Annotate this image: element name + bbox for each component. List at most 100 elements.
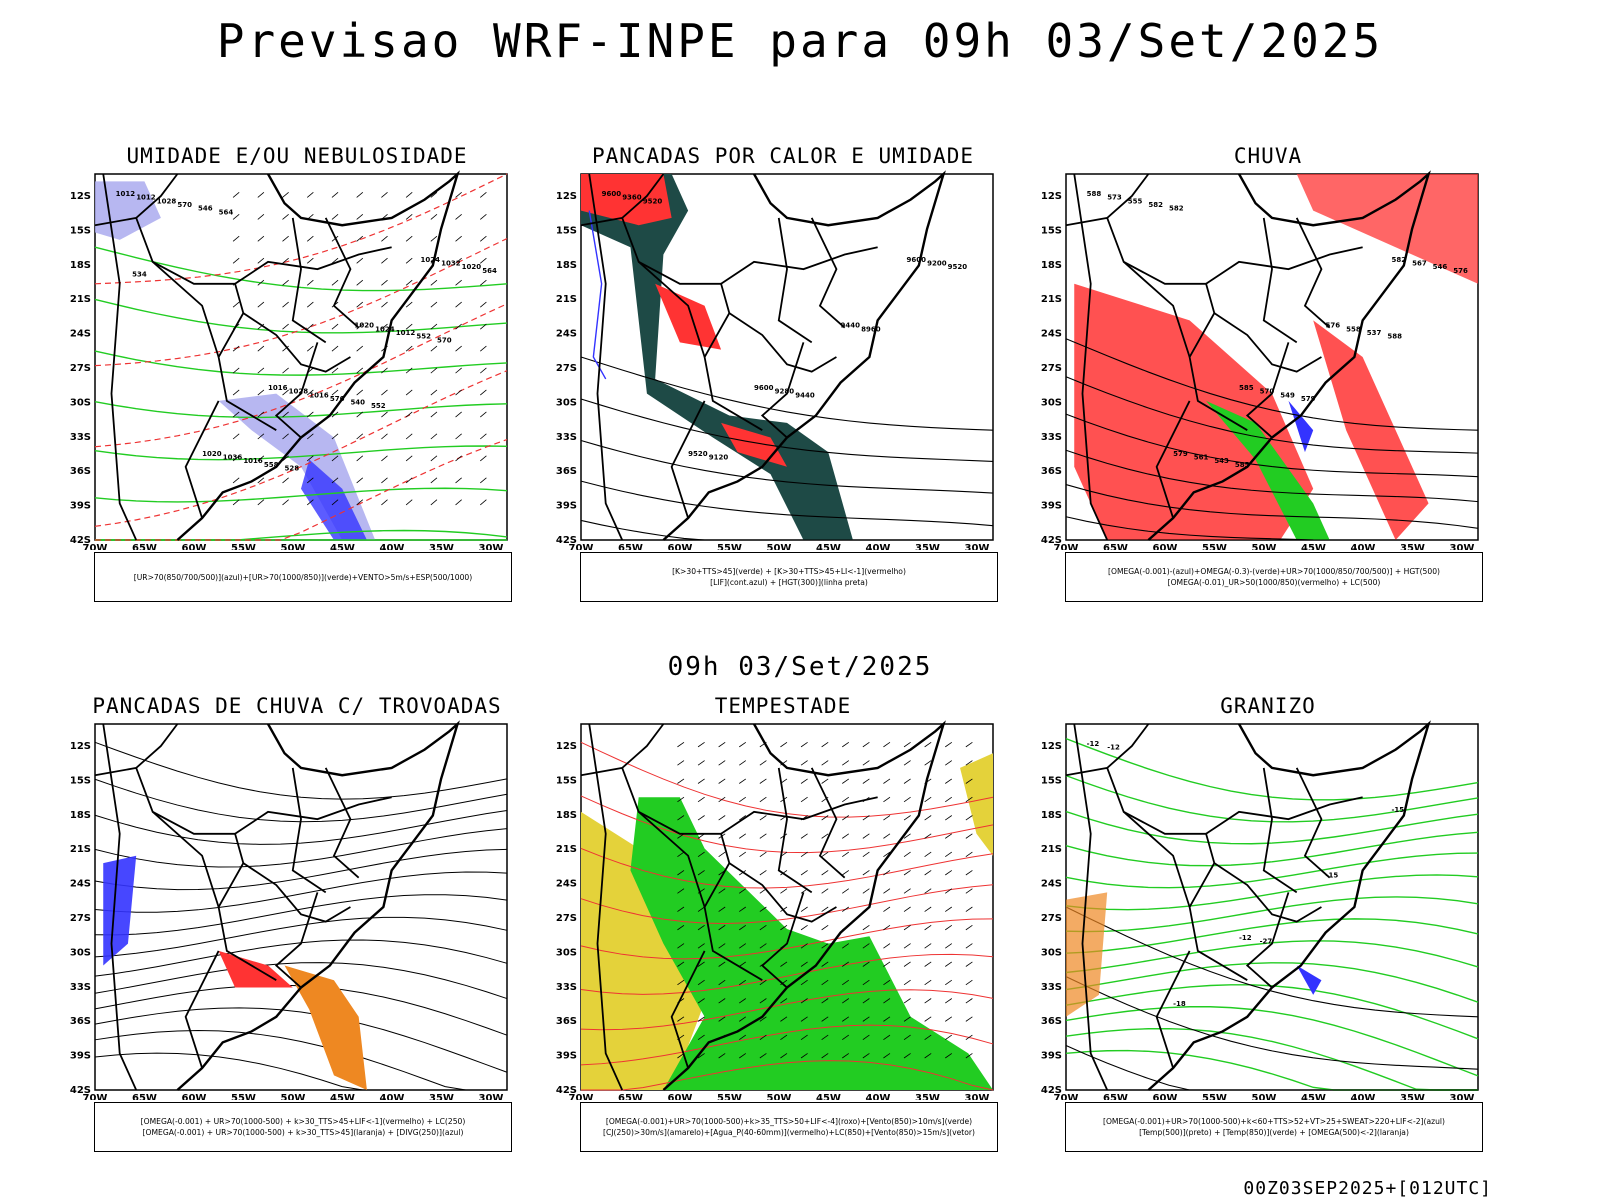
wind-vector [759, 778, 767, 784]
legend-line: [CJ(250)>30m/s](amarelo)+[Agua_P(40-60mm… [603, 1128, 975, 1137]
lon-tick-label: 45W [816, 1093, 841, 1100]
contour-label: 540 [350, 399, 365, 407]
country-border [234, 796, 392, 835]
wind-vector [257, 433, 265, 440]
wind-vector [282, 389, 289, 396]
wind-vector [800, 741, 808, 748]
lon-tick-label: 45W [1301, 543, 1326, 550]
panel-title: GRANIZO [1220, 694, 1316, 718]
contour-label: 555 [1128, 197, 1143, 205]
wind-vector [862, 888, 870, 894]
wind-vector [480, 235, 487, 242]
geopotential-contour-black [1065, 484, 1479, 529]
wind-vector [842, 1016, 850, 1022]
wind-vector [430, 389, 438, 396]
contour-label: 582 [1169, 205, 1184, 213]
rain-area-blue [1288, 400, 1314, 453]
streamline-black [94, 962, 508, 1000]
wind-vector [718, 888, 726, 894]
wind-vector [862, 1053, 870, 1059]
country-border [1245, 892, 1290, 989]
lat-tick-label: 18S [556, 260, 577, 271]
wind-vector [739, 778, 747, 784]
country-border [1106, 217, 1248, 431]
wind-vector [697, 1034, 705, 1041]
wind-vector [800, 796, 808, 803]
wind-vector [739, 796, 747, 803]
wind-vector [800, 961, 808, 967]
wind-vector [282, 213, 289, 220]
wind-vector [945, 979, 953, 986]
wind-vector [759, 979, 767, 986]
wind-vector [697, 961, 705, 967]
wind-vector [282, 433, 289, 440]
wind-vector [232, 213, 240, 220]
lat-tick-label: 30S [556, 397, 577, 408]
wind-vector [718, 1016, 726, 1022]
country-border [102, 723, 138, 1091]
lat-tick-label: 39S [70, 501, 91, 512]
contour-label: 1012 [116, 190, 136, 198]
wind-vector [883, 888, 891, 894]
rain-area-red [1074, 283, 1314, 540]
lon-tick-label: 55W [1202, 543, 1227, 550]
contour-label: 534 [132, 270, 147, 278]
wind-vector [903, 924, 911, 931]
wind-vector [842, 961, 850, 967]
lon-tick-label: 45W [1301, 1093, 1326, 1100]
wind-vector [883, 1053, 891, 1059]
lat-tick-label: 42S [70, 535, 91, 546]
wind-vector [842, 1034, 850, 1041]
lon-tick-label: 70W [1054, 543, 1079, 550]
panel-title: PANCADAS DE CHUVA C/ TROVOADAS [92, 694, 502, 718]
wind-vector [759, 851, 767, 858]
wind-vector [903, 1016, 911, 1022]
wind-vector [842, 815, 850, 821]
wind-vector [862, 979, 870, 986]
country-border [1065, 173, 1150, 227]
wind-vector [759, 998, 767, 1004]
wind-vector [331, 389, 339, 396]
wind-vector [257, 279, 265, 286]
lon-tick-label: 60W [668, 543, 693, 550]
lon-tick-label: 55W [1202, 1093, 1227, 1100]
wind-vector [945, 778, 953, 784]
wind-vector [800, 778, 808, 784]
wind-vector [718, 741, 726, 748]
map-background [1065, 723, 1479, 1091]
lon-tick-label: 35W [429, 543, 454, 550]
temp850-contour-green [1065, 918, 1479, 954]
wind-vector [924, 961, 932, 967]
legend-line: [Temp(500)](preto) + [Temp(850)](verde) … [1139, 1128, 1409, 1137]
country-border [184, 950, 220, 1069]
humidity-contour-green [94, 246, 508, 292]
lon-tick-label: 35W [1400, 1093, 1425, 1100]
wind-vector [883, 998, 891, 1004]
geopotential-contour-black [1065, 413, 1479, 478]
wind-vector [924, 943, 932, 949]
wind-vector [739, 943, 747, 949]
wind-vector [306, 235, 314, 242]
wind-vector [924, 1053, 932, 1059]
wind-vector [862, 924, 870, 931]
wind-vector [282, 411, 289, 418]
coastline [662, 170, 946, 541]
country-border [1065, 723, 1150, 777]
contour-label: 576 [330, 395, 345, 403]
wind-vector [821, 760, 829, 766]
wind-vector [883, 1016, 891, 1022]
wind-vector [697, 906, 705, 912]
wind-vector [862, 815, 870, 821]
wind-vector [945, 815, 953, 821]
wind-vector [306, 257, 314, 264]
lat-tick-label: 15S [1041, 225, 1062, 236]
water-contour-red [580, 918, 994, 960]
wind-vector [306, 389, 314, 396]
contour-label: 585 [1239, 384, 1254, 392]
lon-tick-label: 50W [1252, 543, 1277, 550]
contour-label: 1032 [441, 260, 461, 268]
wind-vector [883, 906, 891, 912]
wind-vector [331, 279, 339, 286]
contour-label: -15 [1391, 806, 1404, 814]
wind-vector [780, 1034, 788, 1041]
